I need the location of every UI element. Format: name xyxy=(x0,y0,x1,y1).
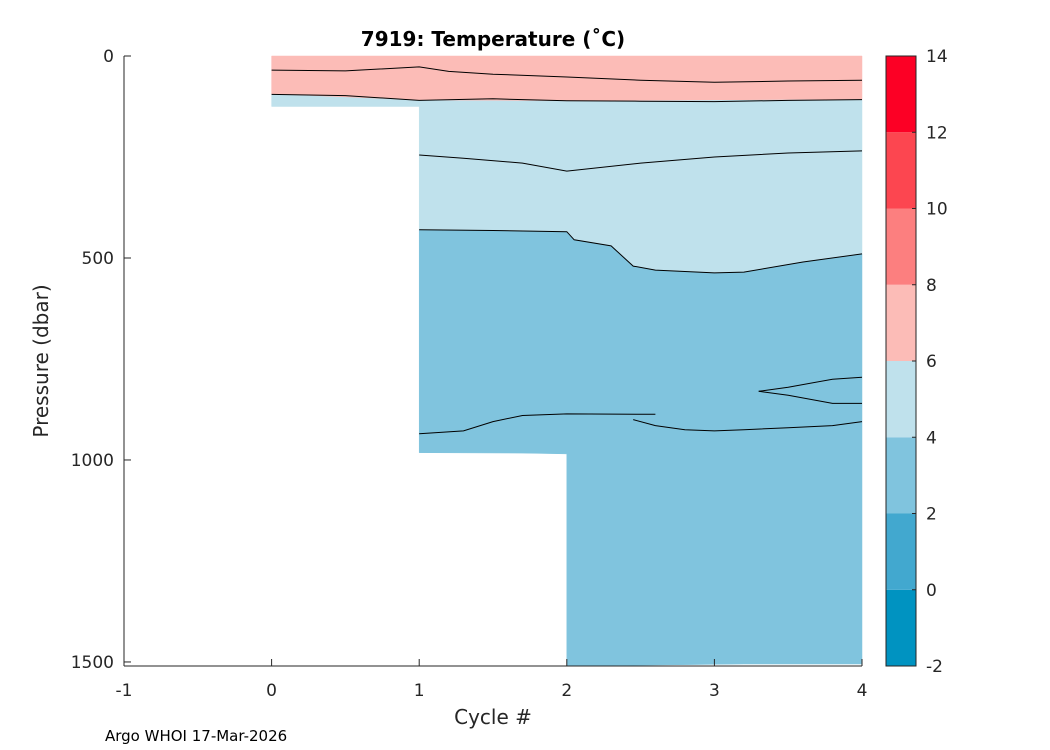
colorbar-tick-label: 0 xyxy=(926,581,937,601)
contour-line-2-7 xyxy=(758,390,862,404)
colorbar-tick-label: 4 xyxy=(926,428,937,448)
colorbar-ticks: -2 0 2 4 6 8 10 12 14 xyxy=(912,47,948,677)
colorbar-band xyxy=(886,284,916,361)
contour-line-4-2 xyxy=(419,150,863,172)
contour-line-8-0 xyxy=(271,66,863,83)
colorbar-tick-label: 8 xyxy=(926,276,937,296)
x-tick-label: 2 xyxy=(561,681,572,701)
axes xyxy=(123,56,862,667)
x-axis-label: Cycle # xyxy=(454,705,532,729)
colorbar-band xyxy=(886,513,916,590)
colorbar-band xyxy=(886,437,916,514)
x-tick-label: 3 xyxy=(709,681,720,701)
colorbar-band xyxy=(886,132,916,209)
y-ticks: 0 500 1000 1500 xyxy=(71,47,131,673)
contour-line-2-5 xyxy=(633,419,863,432)
y-tick-label: 1500 xyxy=(71,653,114,673)
contour-lines xyxy=(271,66,863,435)
colorbar xyxy=(885,55,917,667)
colorbar-tick-label: 6 xyxy=(926,352,937,372)
colorbar-band xyxy=(886,361,916,438)
contour-line-2-4 xyxy=(419,413,656,435)
colorbar-band xyxy=(886,56,916,133)
y-tick-label: 500 xyxy=(82,249,114,269)
colorbar-tick-label: 12 xyxy=(926,123,948,143)
x-tick-label: 1 xyxy=(414,681,425,701)
contour-line-2-6 xyxy=(758,376,863,392)
y-axis-label: Pressure (dbar) xyxy=(29,284,53,437)
filled-region-3 xyxy=(418,229,863,667)
contour-line-6-1 xyxy=(271,93,863,103)
colorbar-band xyxy=(886,208,916,285)
colorbar-tick-label: -2 xyxy=(926,657,943,677)
x-ticks: -1 0 1 2 3 4 xyxy=(116,659,868,701)
colorbar-tick-label: 2 xyxy=(926,505,937,525)
contour-line-4-3 xyxy=(419,229,863,274)
footer-credit: Argo WHOI 17-Mar-2026 xyxy=(105,727,287,745)
chart-title: 7919: Temperature (˚C) xyxy=(361,27,625,51)
y-tick-label: 1000 xyxy=(71,451,114,471)
x-tick-label: 0 xyxy=(266,681,277,701)
plot-area xyxy=(271,55,863,667)
x-tick-label: 4 xyxy=(857,681,868,701)
filled-region-0 xyxy=(271,55,863,102)
colorbar-tick-label: 14 xyxy=(926,47,948,67)
colorbar-tick-label: 10 xyxy=(926,200,948,220)
colorbar-band xyxy=(886,589,916,666)
y-tick-label: 0 xyxy=(103,47,114,67)
x-tick-label: -1 xyxy=(116,681,133,701)
